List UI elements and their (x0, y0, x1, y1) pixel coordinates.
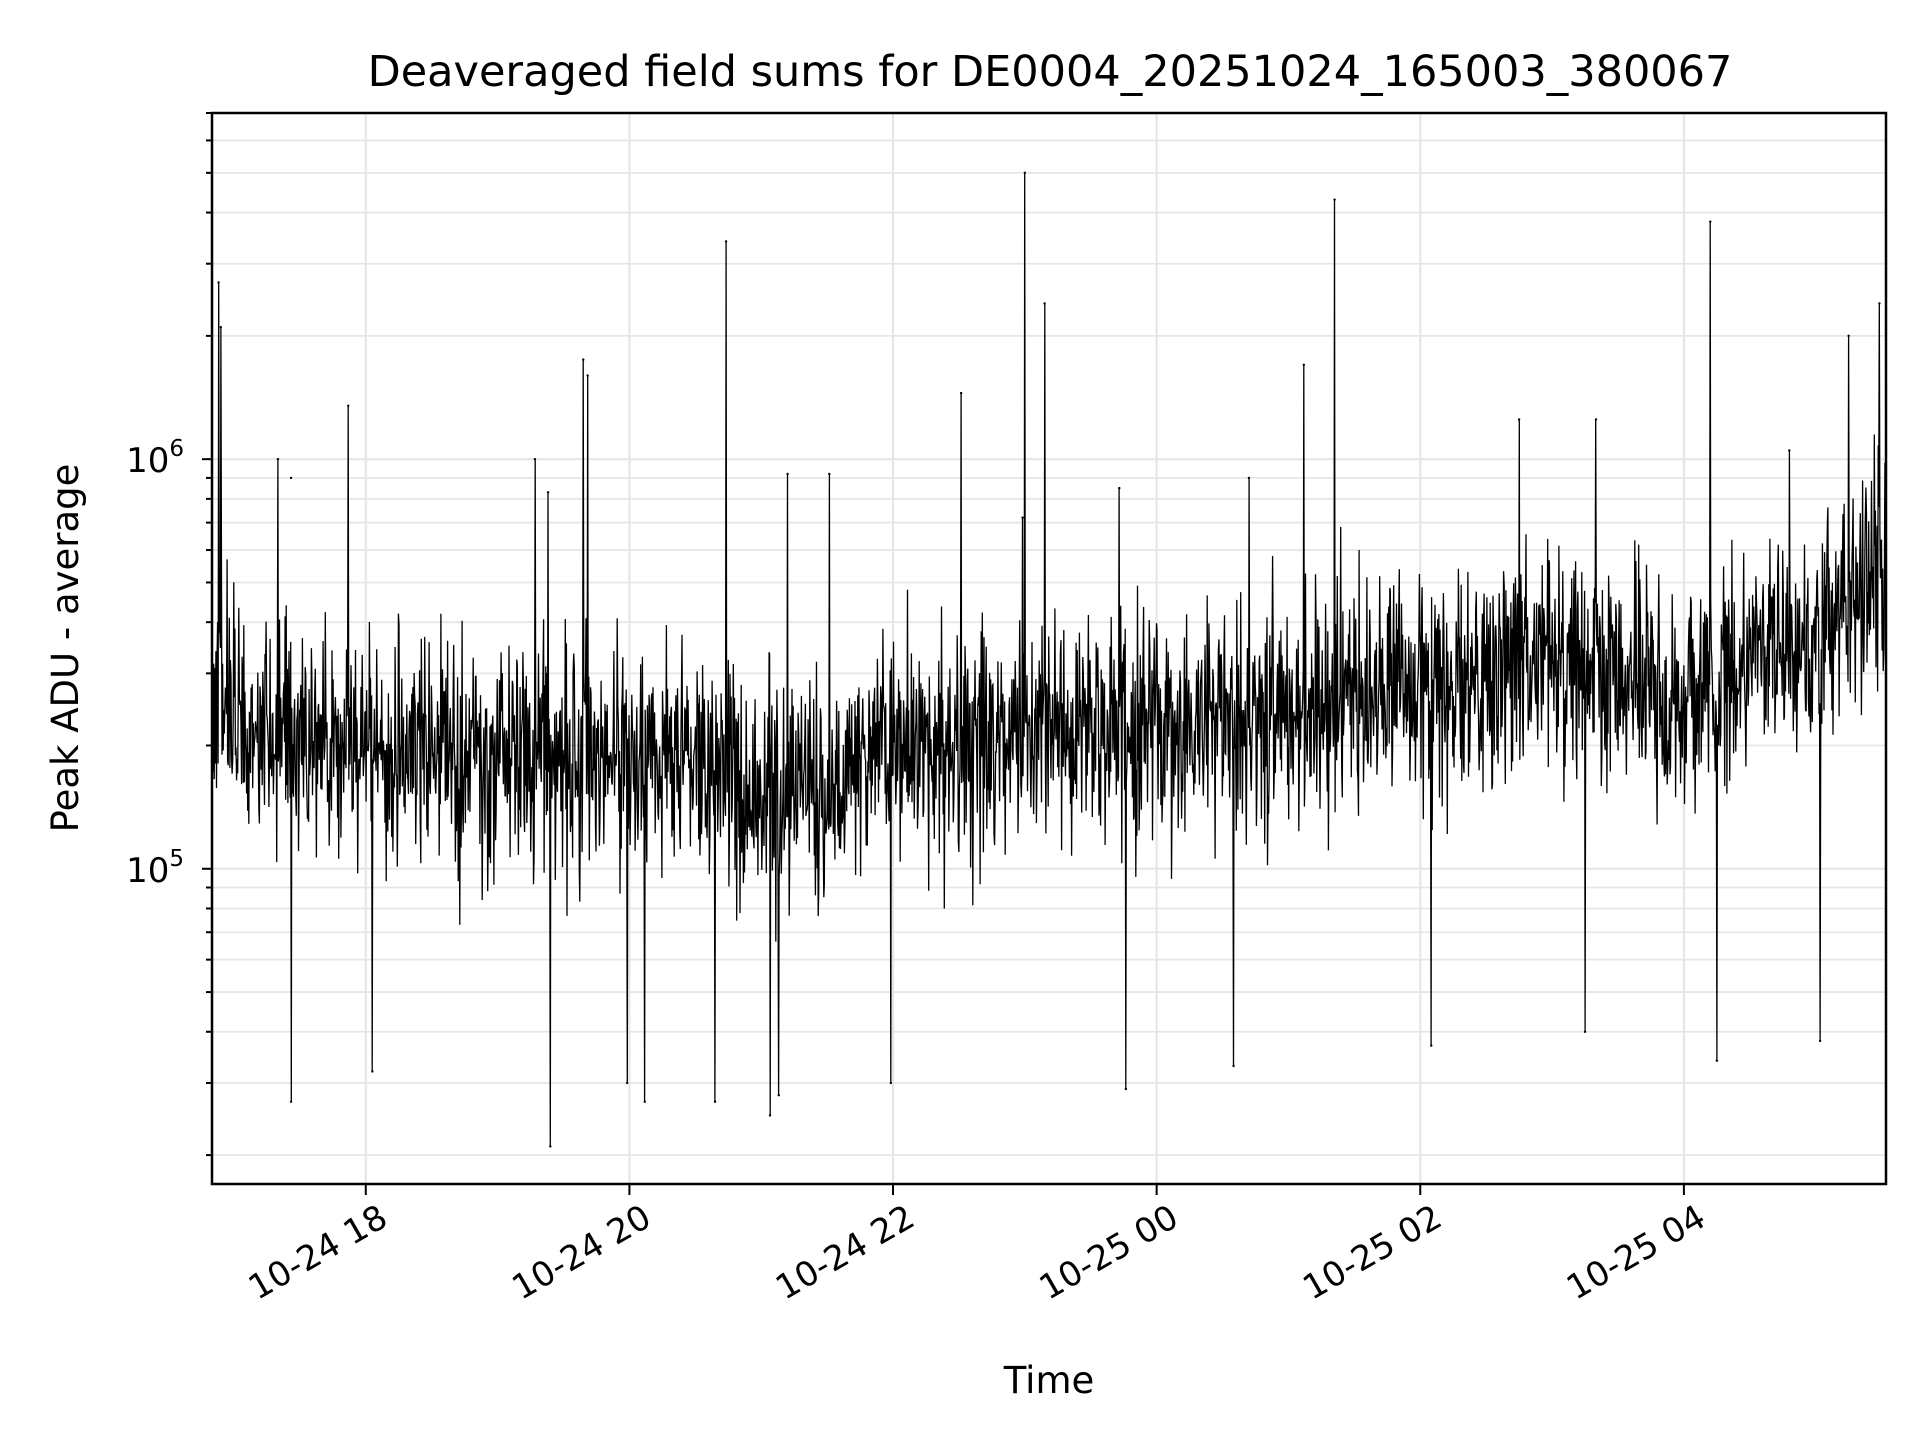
spike-point (724, 240, 728, 243)
spike-point (1594, 418, 1598, 421)
y-tick-label: 105 (126, 846, 184, 891)
y-tick-base: 10 (126, 441, 169, 481)
dip-point (889, 1081, 893, 1085)
spike-point (586, 374, 589, 377)
spike-point (786, 472, 789, 476)
spike-point (1023, 171, 1027, 175)
dip-point (371, 1070, 374, 1073)
dip-point (1583, 1030, 1587, 1033)
dip-point (1818, 1039, 1822, 1043)
spike-point (959, 391, 963, 395)
spike-point (276, 457, 280, 461)
dip-point (777, 1094, 780, 1097)
dip-point (768, 1114, 772, 1117)
y-axis-label: Peak ADU - average (44, 464, 87, 833)
spike-point (828, 472, 831, 476)
y-tick-base: 10 (126, 851, 169, 891)
spike-point (1302, 363, 1306, 366)
spike-point (1878, 302, 1881, 305)
dip-point (713, 1100, 717, 1103)
dip-point (289, 1100, 293, 1103)
spike-point (219, 325, 222, 329)
chart-title: Deaveraged field sums for DE0004_2025102… (368, 47, 1733, 97)
y-tick-label: 106 (126, 436, 184, 481)
spike-point (1517, 418, 1521, 421)
plot-frame (210, 111, 1888, 1186)
dip-point (1430, 1044, 1433, 1047)
spike-point (1043, 302, 1046, 305)
dip-point (1715, 1059, 1719, 1062)
dip-point (549, 1145, 552, 1148)
spike-point (582, 358, 585, 361)
dip-point (643, 1100, 646, 1103)
dip-point (1124, 1087, 1128, 1091)
spike-point (1847, 334, 1850, 338)
spike-point (1709, 220, 1712, 223)
y-tick-exponent: 6 (169, 436, 184, 462)
y-tick-exponent: 5 (169, 846, 184, 872)
spike-point (546, 491, 550, 494)
dip-point (1232, 1064, 1235, 1068)
series-line (211, 172, 1887, 1147)
spike-point (1788, 449, 1791, 452)
spike-point (1333, 198, 1336, 201)
spike-point (1118, 486, 1121, 490)
spike-point (1021, 516, 1024, 519)
spike-point (1247, 476, 1251, 480)
series-group (211, 171, 1887, 1148)
spike-point (347, 404, 350, 407)
x-axis-label: Time (1003, 1359, 1095, 1402)
dip-point (626, 1081, 629, 1085)
spike-point (217, 281, 220, 284)
spike-point (533, 457, 537, 461)
spike-point (289, 476, 293, 480)
